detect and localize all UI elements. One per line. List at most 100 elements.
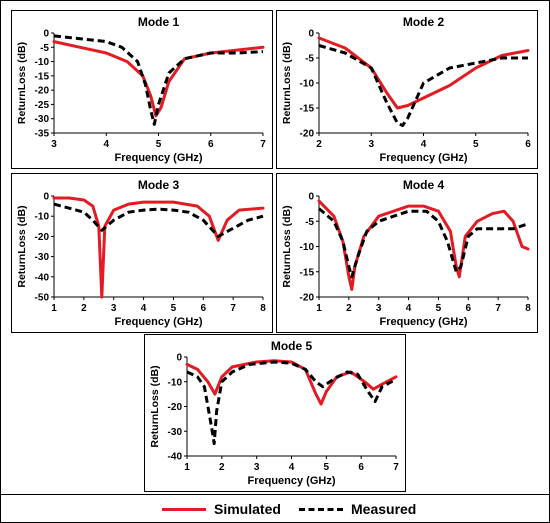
- series-line-simulated: [317, 199, 530, 291]
- x-tick-label: 2: [316, 139, 322, 150]
- x-tick-label: 3: [368, 139, 374, 150]
- x-tick-label: 4: [289, 462, 295, 473]
- y-tick-label: -20: [300, 129, 315, 140]
- chart-panel-mode-4: Mode 4 -20 -15 -10 -5 0 1 2 3 4 5 6 7 8 Frequency (GHz…: [276, 173, 538, 333]
- y-tick-label: 0: [308, 192, 314, 203]
- chart-mode-3: Mode 3 -50 -40 -30 -20 -10 0 1 2 3 4 5 6 7 8 Frequency …: [16, 178, 266, 328]
- x-tick-label: 6: [208, 139, 214, 150]
- y-tick-label: -20: [35, 86, 50, 97]
- chart-panel-mode-2: Mode 2 -20 -15 -10 -5 0 2 3 4 5 6 Frequency (GHz) Re…: [276, 10, 538, 169]
- chart-title: Mode 4: [403, 178, 445, 192]
- y-tick-label: -35: [35, 129, 50, 140]
- x-tick-label: 6: [201, 303, 207, 314]
- x-tick-label: 1: [316, 303, 322, 314]
- chart-mode-2: Mode 2 -20 -15 -10 -5 0 2 3 4 5 6 Frequency (GHz) Re…: [281, 15, 531, 164]
- x-tick-label: 3: [376, 303, 382, 314]
- x-tick-label: 6: [525, 139, 531, 150]
- y-tick-label: 0: [308, 29, 314, 40]
- y-tick-label: -15: [300, 104, 315, 115]
- y-tick-label: -20: [300, 293, 315, 304]
- y-tick-label: -20: [35, 232, 50, 243]
- x-tick-label: 3: [254, 462, 260, 473]
- x-tick-label: 5: [436, 303, 442, 314]
- x-tick-label: 4: [103, 139, 109, 150]
- y-tick-label: -30: [35, 114, 50, 125]
- series-line-measured: [318, 44, 528, 127]
- x-tick-label: 7: [260, 139, 266, 150]
- y-tick-label: -40: [168, 452, 183, 463]
- chart-mode-1: Mode 1 -35 -30 -25 -20 -15 -10 -5 0 3 4 5 6 7 Frequenc…: [16, 15, 266, 164]
- y-tick-label: -40: [35, 272, 50, 283]
- y-tick-label: -30: [168, 427, 183, 438]
- y-axis-label: ReturnLoss (dB): [281, 205, 293, 287]
- chart-panel-mode-1: Mode 1 -35 -30 -25 -20 -15 -10 -5 0 3 4 5 6 7 Frequenc…: [11, 10, 273, 169]
- x-axis-label: Frequency (GHz): [379, 152, 467, 164]
- legend-item-measured: Measured: [299, 501, 416, 517]
- x-tick-label: 1: [51, 303, 57, 314]
- legend-label-measured: Measured: [351, 501, 417, 517]
- y-axis-label: ReturnLoss (dB): [16, 42, 28, 124]
- y-axis-label: ReturnLoss (dB): [281, 42, 293, 124]
- x-axis-label: Frequency (GHz): [114, 316, 202, 328]
- legend-label-simulated: Simulated: [214, 501, 281, 517]
- x-tick-label: 2: [81, 303, 87, 314]
- y-tick-label: 0: [176, 353, 182, 364]
- y-axis-label: ReturnLoss (dB): [16, 205, 28, 287]
- chart-title: Mode 5: [271, 339, 313, 353]
- legend: Simulated Measured: [1, 494, 549, 523]
- y-tick-label: 0: [43, 29, 49, 40]
- chart-title: Mode 3: [138, 178, 180, 192]
- y-tick-label: -10: [168, 377, 183, 388]
- y-tick-label: -50: [35, 293, 50, 304]
- chart-panel-mode-3: Mode 3 -50 -40 -30 -20 -10 0 1 2 3 4 5 6 7 8 Frequency …: [11, 173, 273, 333]
- x-tick-label: 5: [156, 139, 162, 150]
- x-tick-label: 7: [495, 303, 501, 314]
- series-line-measured: [53, 34, 264, 126]
- x-tick-label: 8: [260, 303, 266, 314]
- x-tick-label: 1: [184, 462, 190, 473]
- y-tick-label: -20: [168, 402, 183, 413]
- y-tick-label: -30: [35, 252, 50, 263]
- x-tick-label: 2: [219, 462, 225, 473]
- x-tick-label: 5: [324, 462, 330, 473]
- legend-swatch-simulated: [162, 507, 206, 511]
- y-tick-label: -10: [35, 57, 50, 68]
- x-axis-label: Frequency (GHz): [247, 475, 335, 487]
- chart-title: Mode 2: [403, 15, 445, 29]
- x-axis-label: Frequency (GHz): [379, 316, 467, 328]
- series-line-measured: [186, 360, 397, 446]
- y-tick-label: -5: [305, 54, 314, 65]
- y-tick-label: -25: [35, 100, 50, 111]
- x-tick-label: 2: [346, 303, 352, 314]
- x-tick-label: 6: [466, 303, 472, 314]
- series-line-measured: [318, 207, 529, 279]
- chart-title: Mode 1: [138, 15, 180, 29]
- x-tick-label: 3: [111, 303, 117, 314]
- x-tick-label: 5: [473, 139, 479, 150]
- y-axis-label: ReturnLoss (dB): [149, 365, 161, 447]
- x-tick-label: 7: [230, 303, 236, 314]
- series-line-simulated: [52, 196, 265, 299]
- chart-mode-5: Mode 5 -40 -30 -20 -10 0 1 2 3 4 5 6 7 Frequency (GHz…: [149, 339, 399, 487]
- chart-mode-4: Mode 4 -20 -15 -10 -5 0 1 2 3 4 5 6 7 8 Frequency (GHz…: [281, 178, 531, 328]
- series-line-measured: [53, 202, 264, 238]
- series-line-simulated: [317, 36, 530, 110]
- legend-swatch-measured: [299, 507, 343, 511]
- x-axis-label: Frequency (GHz): [114, 152, 202, 164]
- x-tick-label: 3: [51, 139, 57, 150]
- legend-item-simulated: Simulated: [162, 501, 281, 517]
- y-tick-label: -15: [300, 267, 315, 278]
- x-tick-label: 8: [525, 303, 531, 314]
- y-tick-label: -10: [35, 212, 50, 223]
- x-tick-label: 6: [358, 462, 364, 473]
- x-tick-label: 4: [421, 139, 427, 150]
- x-tick-label: 4: [406, 303, 412, 314]
- chart-panel-mode-5: Mode 5 -40 -30 -20 -10 0 1 2 3 4 5 6 7 Frequency (GHz…: [144, 334, 406, 492]
- x-tick-label: 5: [171, 303, 177, 314]
- x-tick-label: 7: [393, 462, 399, 473]
- y-tick-label: -10: [300, 242, 315, 253]
- y-tick-label: 0: [43, 192, 49, 203]
- y-tick-label: -15: [35, 71, 50, 82]
- y-tick-label: -5: [305, 217, 314, 228]
- x-tick-label: 4: [141, 303, 147, 314]
